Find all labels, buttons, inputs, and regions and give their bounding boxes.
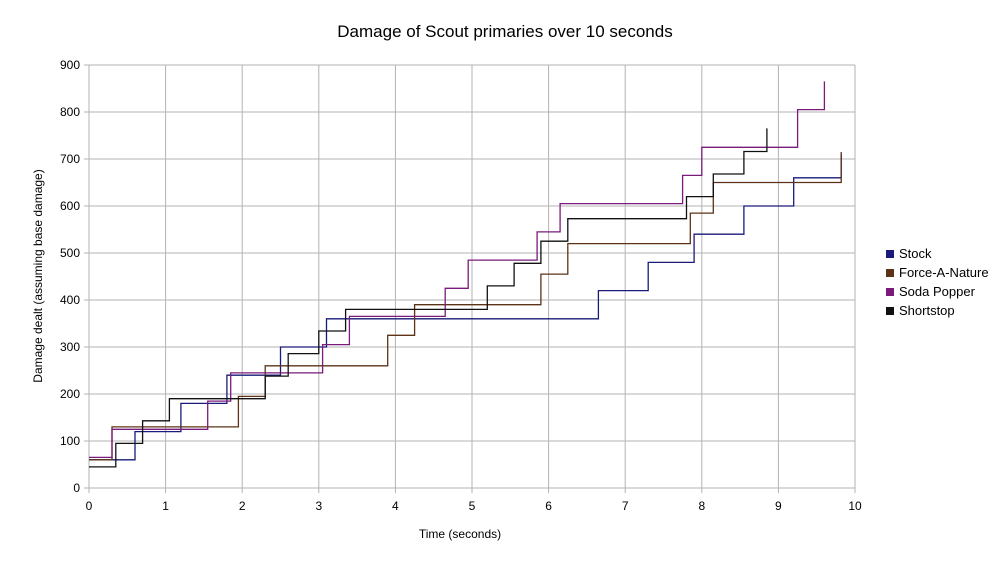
x-tick-label: 10 (848, 499, 862, 513)
grid (88, 64, 856, 489)
y-tick-label: 500 (60, 246, 80, 260)
chart-title: Damage of Scout primaries over 10 second… (337, 22, 672, 41)
y-tick-label: 700 (60, 152, 80, 166)
x-tick-label: 2 (239, 499, 246, 513)
legend-label: Force-A-Nature (899, 265, 989, 280)
x-tick-label: 9 (775, 499, 782, 513)
legend-swatch (886, 268, 894, 277)
x-axis-label: Time (seconds) (419, 527, 501, 541)
x-tick-label: 6 (545, 499, 552, 513)
legend: Stock Force-A-Nature Soda Popper Shortstop (886, 244, 989, 320)
legend-swatch (886, 249, 894, 258)
x-tick-label: 7 (622, 499, 629, 513)
series-line-soda-popper (89, 81, 826, 459)
series-line-force-a-nature (89, 152, 842, 461)
x-tick-label: 8 (698, 499, 705, 513)
legend-item: Soda Popper (886, 282, 989, 301)
y-tick-label: 200 (60, 387, 80, 401)
x-tick-label: 4 (392, 499, 399, 513)
y-tick-label: 0 (73, 481, 80, 495)
series-line-stock (89, 154, 842, 461)
legend-item: Force-A-Nature (886, 263, 989, 282)
legend-label: Stock (899, 246, 932, 261)
legend-item: Stock (886, 244, 989, 263)
x-tick-label: 3 (315, 499, 322, 513)
x-tick-label: 5 (469, 499, 476, 513)
series-line-shortstop (89, 128, 768, 468)
x-tick-label: 1 (162, 499, 169, 513)
y-tick-label: 100 (60, 434, 80, 448)
y-tick-label: 400 (60, 293, 80, 307)
axes: 0 100 200 300 400 500 600 700 800 900 0 1 2 3 4 5 6 7 8 9 10 (60, 58, 862, 513)
y-tick-label: 900 (60, 58, 80, 72)
y-tick-label: 300 (60, 340, 80, 354)
y-tick-label: 600 (60, 199, 80, 213)
y-tick-label: 800 (60, 105, 80, 119)
series-lines (89, 81, 842, 468)
legend-swatch (886, 287, 894, 296)
legend-label: Shortstop (899, 303, 955, 318)
y-axis-label: Damage dealt (assuming base damage) (31, 169, 45, 382)
legend-item: Shortstop (886, 301, 989, 320)
x-tick-label: 0 (86, 499, 93, 513)
legend-label: Soda Popper (899, 284, 975, 299)
legend-swatch (886, 306, 894, 315)
